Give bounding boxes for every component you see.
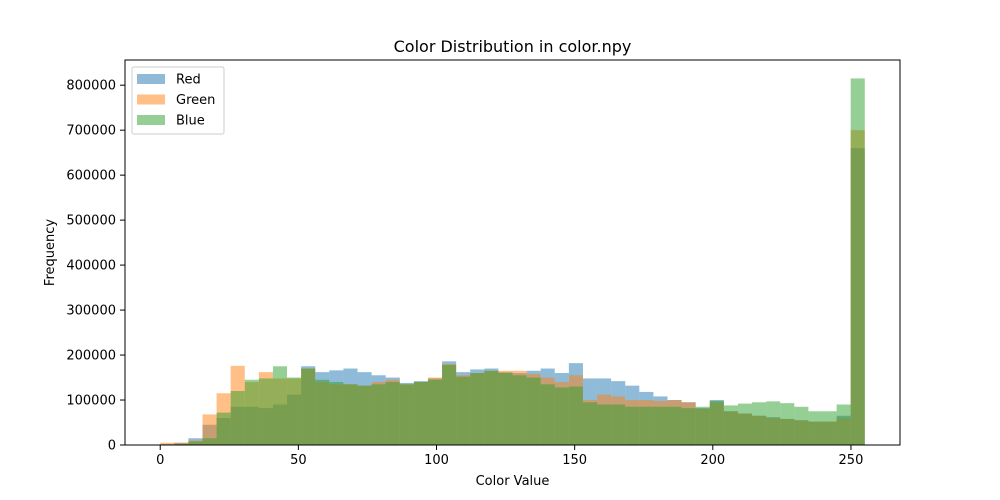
bar-blue: [752, 402, 767, 445]
bar-blue: [681, 408, 696, 445]
bar-blue: [258, 378, 273, 445]
bar-blue: [766, 401, 781, 445]
bar-blue: [315, 379, 330, 445]
y-tick-label: 400000: [66, 259, 116, 274]
bar-blue: [216, 412, 231, 445]
legend: Red Green Blue: [131, 66, 225, 135]
bar-blue: [385, 382, 400, 445]
bar-blue: [371, 384, 386, 445]
bar-blue: [625, 406, 640, 445]
bar-blue: [498, 373, 513, 445]
y-tick-label: 800000: [66, 79, 116, 94]
bar-blue: [244, 379, 259, 445]
bar-blue: [737, 403, 753, 445]
bar-blue: [597, 404, 612, 445]
chart-title: Color Distribution in color.npy: [394, 37, 632, 56]
legend-swatch-green: [137, 94, 165, 105]
bar-blue: [582, 402, 598, 445]
y-tick-label: 200000: [66, 349, 116, 364]
bar-blue: [287, 377, 302, 445]
bar-blue: [540, 384, 555, 445]
bar-blue: [554, 387, 569, 445]
bar-blue: [822, 411, 837, 445]
x-axis-ticks: 0 50 100 150 200 250: [156, 445, 863, 468]
bar-blue: [329, 382, 344, 445]
x-axis-label: Color Value: [476, 474, 550, 489]
bar-blue: [301, 368, 316, 445]
bar-blue: [202, 438, 217, 445]
bar-blue: [794, 406, 809, 445]
bar-blue: [723, 405, 738, 445]
bar-blue: [568, 386, 583, 445]
bar-blue: [470, 373, 485, 445]
legend-swatch-blue: [137, 115, 165, 125]
bar-green: [160, 442, 175, 445]
bar-blue: [456, 376, 471, 445]
bar-blue: [188, 441, 203, 445]
bar-blue: [808, 411, 823, 445]
bar-blue: [667, 406, 682, 445]
bar-blue: [442, 364, 457, 445]
x-tick-label: 250: [839, 453, 864, 468]
bar-blue: [230, 391, 245, 445]
plot-frame: [124, 59, 901, 446]
bar-green: [202, 414, 217, 445]
legend-label-green: Green: [176, 93, 215, 108]
x-tick-label: 50: [290, 453, 307, 468]
bar-blue: [780, 403, 795, 445]
y-tick-label: 600000: [66, 169, 116, 184]
series-blue: [160, 78, 865, 445]
y-axis-ticks: 0 100000 200000 300000 400000 500000 600000 700…: [66, 79, 125, 454]
bar-blue: [526, 377, 541, 445]
bar-green: [174, 442, 189, 445]
legend-label-red: Red: [176, 73, 201, 88]
bar-blue: [399, 384, 414, 445]
bar-blue: [639, 406, 654, 445]
y-tick-label: 300000: [66, 304, 116, 319]
y-tick-label: 100000: [66, 394, 116, 409]
bar-blue: [653, 406, 668, 445]
bar-blue: [357, 385, 372, 445]
legend-swatch-red: [137, 74, 165, 84]
bar-blue: [709, 400, 724, 445]
histogram-bars: [160, 78, 865, 445]
legend-label-blue: Blue: [176, 114, 205, 129]
y-tick-label: 0: [108, 439, 116, 454]
bar-blue: [484, 370, 499, 445]
x-tick-label: 150: [562, 453, 587, 468]
x-tick-label: 200: [700, 453, 725, 468]
bar-blue: [413, 382, 428, 445]
bar-blue: [836, 404, 851, 445]
bar-blue: [611, 404, 626, 445]
bar-blue: [695, 406, 710, 445]
bar-blue: [850, 78, 865, 445]
x-tick-label: 0: [156, 453, 164, 468]
bar-blue: [272, 366, 288, 445]
y-tick-label: 700000: [66, 124, 116, 139]
bar-blue: [343, 384, 358, 445]
bar-blue: [427, 379, 443, 445]
y-tick-label: 500000: [66, 214, 116, 229]
x-tick-label: 100: [424, 453, 449, 468]
bar-blue: [512, 375, 527, 445]
y-axis-label: Frequency: [43, 219, 58, 286]
